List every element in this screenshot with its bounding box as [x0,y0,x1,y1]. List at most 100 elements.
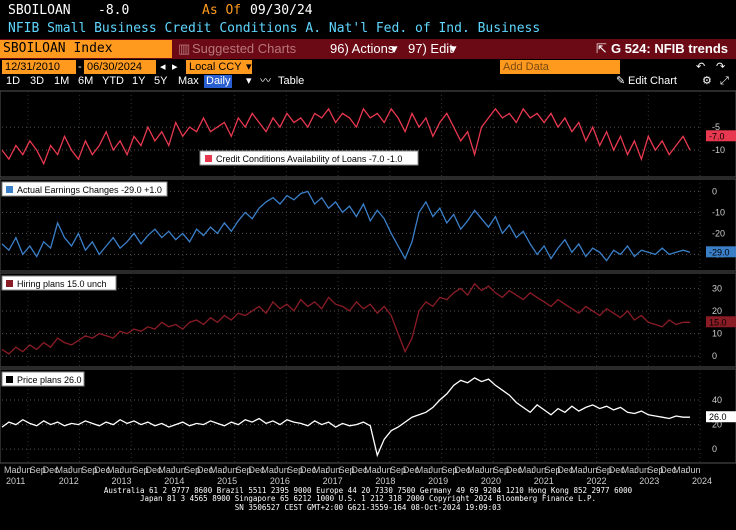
line-chart-icon[interactable]: 〰 [260,75,271,87]
price-plans-legend: Price plans 26.0 [1,371,85,387]
month-tick-label: Dec [94,465,111,475]
year-tick-label: 2019 [428,476,448,486]
redo-icon[interactable]: ↷ [716,61,726,73]
month-tick-label: Dec [248,465,265,475]
currency-select[interactable]: Local CCY [186,60,252,74]
last-value-label: 26.0 [709,412,727,422]
period-5y[interactable]: 5Y [154,75,168,87]
edit-menu[interactable]: 97) Edit [408,41,453,56]
month-tick-label: Sep [287,465,303,475]
month-tick-label: Sep [493,465,509,475]
month-tick-label: Sep [133,465,149,475]
month-tick-label: Dec [403,465,420,475]
footer-line-3: SN 3506527 CEST GMT+2:00 G621-3559-164 0… [234,502,502,512]
last-value-label: -29.0 [709,247,730,257]
period-6m[interactable]: 6M [78,75,94,87]
period-1y[interactable]: 1Y [132,75,146,87]
ticker[interactable]: SBOILOAN [8,3,71,18]
year-tick-label: 2018 [375,476,395,486]
hiring-plans-line [1,282,690,355]
period-bar: 1D 3D 1M 6M YTD 1Y 5Y Max Daily ▾ 〰 Tabl… [0,75,736,88]
year-tick-label: 2015 [217,476,237,486]
last-value-tag [706,316,736,328]
month-tick-label: Jun [686,465,701,475]
month-tick-label: Jun [68,465,83,475]
suggested-charts-button[interactable]: Suggested Charts [192,41,297,56]
month-tick-label: Jun [429,465,444,475]
month-tick-label: Sep [442,465,458,475]
month-tick-label: Dec [660,465,677,475]
month-tick-label: Mar [570,465,586,475]
actual-earnings-legend: Actual Earnings Changes -29.0 +1.0 [1,181,168,197]
month-tick-label: Dec [300,465,317,475]
month-tick-label: Sep [596,465,612,475]
month-tick-label: Jun [171,465,186,475]
y-tick-label: -5 [712,122,720,132]
next-arrow-icon[interactable]: ▸ [172,61,178,73]
prev-arrow-icon[interactable]: ◂ [160,61,166,73]
month-tick-label: Dec [197,465,214,475]
end-date-field[interactable]: 06/30/2024 [84,60,156,74]
hiring-plans-legend: Hiring plans 15.0 unch [1,275,117,291]
legend-box [1,181,168,197]
currency-chevron-icon: ▾ [246,61,252,73]
month-tick-label: Mar [673,465,689,475]
month-tick-label: Sep [339,465,355,475]
year-tick-label: 2023 [639,476,659,486]
year-tick-label: 2013 [112,476,132,486]
period-3d[interactable]: 3D [30,75,45,87]
legend-swatch [6,376,13,383]
chart-area[interactable]: -5 -10 -7.0 Credit Conditions Availability … [0,89,736,486]
period-max[interactable]: Max [178,75,199,87]
year-tick-label: 2017 [323,476,343,486]
y-tick-label: 40 [712,395,722,405]
last-value-tag [706,246,736,258]
y-tick-label: 0 [712,444,717,454]
actions-menu[interactable]: 96) Actions [330,41,395,56]
y-tick-label: -20 [712,228,725,238]
footer-line-1: Australia 61 2 9777 8600 Brazil 5511 239… [103,486,633,495]
credit-conditions-line [1,107,691,166]
edit-chart-button[interactable]: Edit Chart [628,75,677,87]
security-description: NFIB Small Business Credit Conditions A.… [8,21,541,36]
month-tick-label: Dec [43,465,60,475]
month-tick-label: Mar [519,465,535,475]
y-tick-label: -10 [712,207,725,217]
security-field[interactable]: SBOILOAN Index [0,40,172,58]
month-tick-label: Jun [480,465,495,475]
last-value-tag [706,130,736,142]
table-button[interactable]: Table [278,75,305,87]
month-tick-label: Sep [184,465,200,475]
panel-frame [0,368,736,464]
y-tick-label: 30 [712,283,722,293]
period-1d[interactable]: 1D [6,75,21,87]
year-tick-label: 2022 [586,476,606,486]
frequency-select[interactable]: Daily [204,75,233,88]
export-icon[interactable]: ⇱ [596,41,607,56]
month-tick-label: Mar [4,465,20,475]
legend-label: Hiring plans 15.0 unch [17,279,107,289]
month-tick-label: Dec [609,465,626,475]
as-of-date[interactable]: 09/30/24 [250,3,313,18]
settings-icon[interactable]: ⚙ [702,75,712,87]
price-plans-line [1,377,690,458]
y-tick-label: 0 [712,186,717,196]
start-date-field[interactable]: 12/31/2010 [2,60,76,74]
footer: Australia 61 2 9777 8600 Brazil 5511 239… [0,486,736,530]
month-tick-label: Mar [467,465,483,475]
period-ytd[interactable]: YTD [102,75,124,87]
month-tick-label: Dec [146,465,163,475]
legend-box [1,371,85,387]
month-tick-label: Jun [274,465,289,475]
period-1m[interactable]: 1M [54,75,70,87]
month-tick-label: Jun [532,465,547,475]
year-tick-label: 2012 [59,476,79,486]
month-tick-label: Sep [236,465,252,475]
month-tick-label: Mar [364,465,380,475]
fullscreen-icon[interactable]: ⤢ [720,75,729,87]
add-data-field[interactable]: Add Data [500,60,620,74]
legend-box [1,275,117,291]
month-tick-label: Mar [313,465,329,475]
undo-icon[interactable]: ↶ [696,61,706,73]
as-of-label: As Of [202,3,242,18]
